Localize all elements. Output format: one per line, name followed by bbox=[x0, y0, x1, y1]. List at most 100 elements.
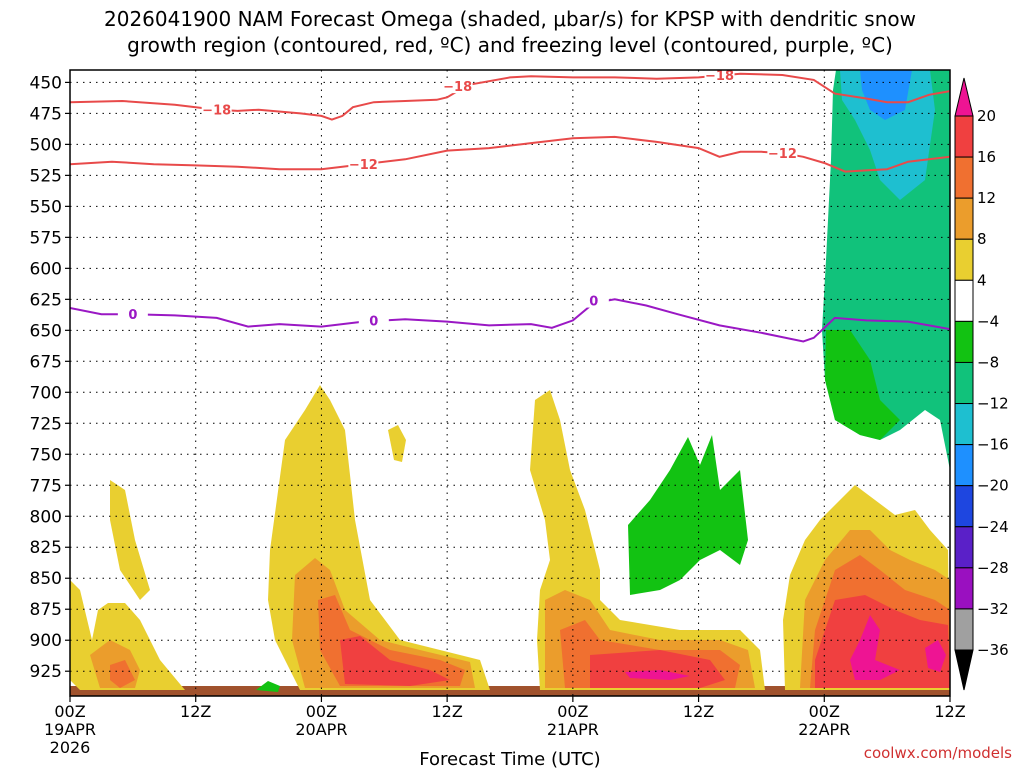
y-tick-label: 500 bbox=[30, 135, 62, 155]
omega-positive-blob4-max2 bbox=[925, 640, 946, 672]
contour-label: 0 bbox=[128, 308, 137, 323]
y-tick-label: 600 bbox=[30, 259, 62, 279]
x-tick-time: 12Z bbox=[934, 702, 965, 721]
omega-positive-blob1-core bbox=[110, 660, 135, 688]
omega-negative-lower bbox=[825, 330, 900, 440]
y-tick-label: 775 bbox=[30, 476, 62, 496]
omega-negative-max bbox=[860, 70, 912, 120]
contour-label: −18 bbox=[443, 80, 472, 95]
colorbar-bottom-arrow bbox=[954, 649, 974, 691]
colorbar-label: −8 bbox=[977, 353, 999, 371]
colorbar-label: −24 bbox=[977, 518, 1009, 536]
colorbar-swatch bbox=[954, 197, 974, 240]
colorbar-swatch bbox=[954, 156, 974, 199]
y-tick-label: 450 bbox=[30, 73, 62, 93]
omega-positive-blob3-max bbox=[625, 670, 690, 680]
omega-negative-mid bbox=[628, 435, 748, 595]
y-tick-label: 850 bbox=[30, 569, 62, 589]
chart-title-line2: growth region (contoured, red, ºC) and f… bbox=[127, 33, 893, 57]
colorbar-swatch bbox=[954, 320, 974, 363]
y-tick-label: 800 bbox=[30, 507, 62, 527]
colorbar-label: −12 bbox=[977, 395, 1009, 413]
colorbar-swatch bbox=[954, 567, 974, 610]
y-tick-label: 700 bbox=[30, 383, 62, 403]
x-tick-time: 12Z bbox=[180, 702, 211, 721]
y-tick-label: 475 bbox=[30, 104, 62, 124]
contour-line bbox=[70, 298, 950, 343]
contour-label: −18 bbox=[202, 104, 231, 119]
colorbar-swatch bbox=[954, 485, 974, 528]
colorbar-label: −16 bbox=[977, 436, 1009, 454]
omega-negative-blip bbox=[256, 681, 280, 692]
grid bbox=[70, 70, 950, 696]
contour-label: −12 bbox=[768, 147, 797, 162]
contour-label-bg bbox=[348, 156, 379, 172]
omega-shading bbox=[70, 70, 950, 696]
y-tick-label: 725 bbox=[30, 414, 62, 434]
contour-label: −12 bbox=[349, 158, 378, 173]
credit-text: coolwx.com/models bbox=[864, 744, 1012, 762]
colorbar-label: 12 bbox=[977, 189, 996, 207]
contour-label-bg bbox=[358, 312, 389, 328]
colorbar-top-arrow bbox=[954, 77, 974, 117]
colorbar-label: −20 bbox=[977, 477, 1009, 495]
omega-positive-blob3-core bbox=[590, 650, 725, 688]
colorbar-label: 20 bbox=[977, 107, 996, 125]
x-axis-title: Forecast Time (UTC) bbox=[419, 749, 600, 768]
colorbar-label: −28 bbox=[977, 559, 1009, 577]
y-tick-label: 825 bbox=[30, 538, 62, 558]
x-tick-date: 19APR bbox=[44, 720, 96, 739]
plot-frame bbox=[69, 69, 951, 697]
colorbar-swatch bbox=[954, 444, 974, 487]
colorbar-label: −32 bbox=[977, 600, 1009, 618]
colorbar-swatch bbox=[954, 608, 974, 651]
y-tick-label: 625 bbox=[30, 290, 62, 310]
colorbar-swatch bbox=[954, 115, 974, 158]
y-tick-label: 925 bbox=[30, 662, 62, 682]
contour-label-bg bbox=[442, 78, 473, 94]
colorbar-label: −36 bbox=[977, 641, 1009, 659]
colorbar-label: −4 bbox=[977, 312, 999, 330]
colorbar-swatch bbox=[954, 238, 974, 281]
y-tick-label: 750 bbox=[30, 445, 62, 465]
x-tick-year: 2026 bbox=[50, 738, 91, 757]
x-tick-time: 00Z bbox=[306, 702, 337, 721]
contour-line bbox=[70, 135, 950, 173]
x-tick-time: 00Z bbox=[557, 702, 588, 721]
contour-label-bg bbox=[578, 292, 609, 308]
colorbar-swatch bbox=[954, 361, 974, 405]
contour-label-bg bbox=[201, 101, 232, 117]
y-tick-label: 675 bbox=[30, 352, 62, 372]
colorbar-label: 16 bbox=[977, 148, 996, 166]
omega-positive-blob2b bbox=[388, 425, 406, 462]
omega-negative-core bbox=[840, 70, 935, 200]
contour-label: 0 bbox=[369, 314, 378, 329]
omega-positive-blob4-core bbox=[815, 595, 950, 688]
omega-positive-blob2-core bbox=[340, 636, 450, 686]
y-tick-label: 575 bbox=[30, 228, 62, 248]
colorbar-label: 4 bbox=[977, 271, 987, 289]
x-tick-date: 21APR bbox=[547, 720, 599, 739]
y-axis: 450 475 500 525 550 575 600 625 650 675 700 725 750 7… bbox=[30, 73, 70, 682]
x-tick-time: 12Z bbox=[431, 702, 462, 721]
contour-label: 0 bbox=[589, 295, 598, 310]
y-tick-label: 525 bbox=[30, 166, 62, 186]
contour-label: −18 bbox=[705, 69, 734, 84]
x-tick-date: 20APR bbox=[295, 720, 347, 739]
chart-title-line1: 2026041900 NAM Forecast Omega (shaded, μ… bbox=[104, 7, 916, 31]
colorbar-swatch bbox=[954, 526, 974, 569]
x-tick-time: 12Z bbox=[683, 702, 714, 721]
terrain-strip bbox=[70, 686, 950, 696]
omega-positive-blob4-max bbox=[850, 615, 900, 680]
x-tick-date: 22APR bbox=[798, 720, 850, 739]
y-tick-label: 875 bbox=[30, 600, 62, 620]
x-tick-time: 00Z bbox=[809, 702, 840, 721]
y-tick-label: 900 bbox=[30, 631, 62, 651]
omega-positive-blob1b bbox=[110, 480, 150, 600]
colorbar-swatch bbox=[954, 279, 974, 322]
colorbar-swatch bbox=[954, 403, 974, 446]
x-tick-time: 00Z bbox=[54, 702, 85, 721]
y-tick-label: 650 bbox=[30, 321, 62, 341]
